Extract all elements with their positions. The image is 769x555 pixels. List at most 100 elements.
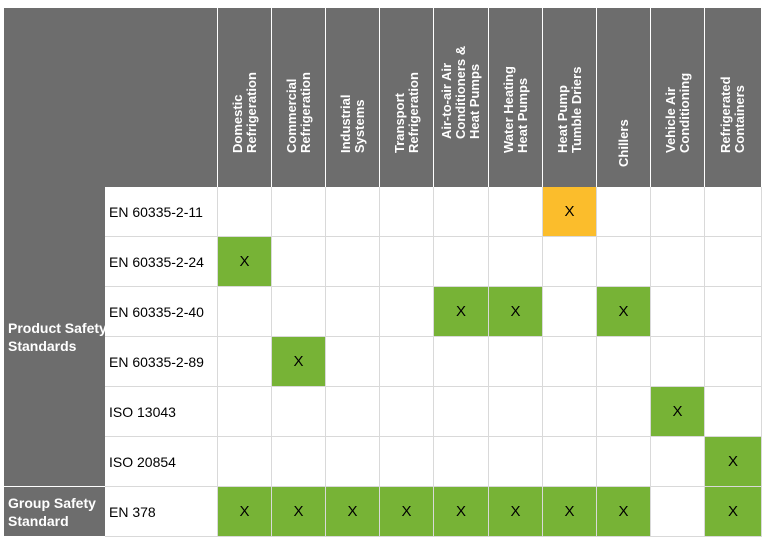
matrix-cell: X — [218, 237, 272, 287]
matrix-cell — [218, 437, 272, 487]
matrix-cell — [597, 337, 651, 387]
matrix-cell: X — [543, 487, 597, 537]
column-header-label: Refrigerated Containers — [718, 76, 747, 153]
matrix-cell: X — [218, 487, 272, 537]
standard-label: ISO 13043 — [105, 387, 218, 437]
column-header-label: Domestic Refrigeration — [229, 72, 259, 153]
matrix-cell — [272, 287, 326, 337]
column-header-label: Air-to-air Air Conditioners & Heat Pumps — [439, 45, 482, 139]
standard-label: EN 378 — [105, 487, 218, 537]
standard-label: EN 60335-2-11 — [105, 187, 218, 237]
matrix-cell — [489, 337, 543, 387]
matrix-cell — [272, 387, 326, 437]
matrix-cell — [597, 437, 651, 487]
matrix-cell: X — [489, 287, 543, 337]
matrix-cell — [326, 387, 380, 437]
column-header: Transport Refrigeration — [380, 8, 434, 187]
matrix-cell: X — [434, 487, 489, 537]
matrix-cell: X — [272, 487, 326, 537]
matrix-cell: X — [705, 437, 762, 487]
column-header: Industrial Systems — [326, 8, 380, 187]
matrix-cell — [218, 387, 272, 437]
matrix-cell — [651, 237, 705, 287]
matrix-cell — [218, 187, 272, 237]
matrix-cell — [380, 387, 434, 437]
matrix-cell: X — [597, 287, 651, 337]
matrix-cell: X — [326, 487, 380, 537]
matrix-cell — [434, 237, 489, 287]
column-header: Commercial Refrigeration — [272, 8, 326, 187]
matrix-cell — [705, 187, 762, 237]
matrix-cell — [489, 237, 543, 287]
group-label: Group Safety Standard — [4, 487, 105, 537]
matrix-cell — [543, 337, 597, 387]
matrix-cell — [380, 337, 434, 387]
matrix-cell — [651, 287, 705, 337]
matrix-cell — [489, 187, 543, 237]
matrix-cell — [434, 337, 489, 387]
matrix-cell — [489, 437, 543, 487]
matrix-cell — [380, 187, 434, 237]
matrix-cell: X — [705, 487, 762, 537]
matrix-cell: X — [543, 187, 597, 237]
matrix-cell — [705, 337, 762, 387]
matrix-cell — [705, 237, 762, 287]
matrix-cell — [543, 437, 597, 487]
column-header: Domestic Refrigeration — [218, 8, 272, 187]
column-header-label: Transport Refrigeration — [391, 72, 421, 153]
matrix-cell: X — [272, 337, 326, 387]
matrix-cell — [218, 287, 272, 337]
matrix-cell — [326, 337, 380, 387]
matrix-cell — [705, 287, 762, 337]
matrix-cell — [380, 287, 434, 337]
matrix-cell: X — [489, 487, 543, 537]
matrix-cell — [489, 387, 543, 437]
column-header-label: Heat Pump Tumble Driers — [554, 66, 584, 153]
matrix-cell — [434, 187, 489, 237]
column-header-label: Vehicle Air Conditioning — [662, 72, 692, 153]
column-header: Water Heating Heat Pumps — [489, 8, 543, 187]
matrix-cell — [597, 187, 651, 237]
matrix-cell — [272, 187, 326, 237]
matrix-cell — [597, 387, 651, 437]
matrix-cell — [651, 187, 705, 237]
matrix-cell — [543, 237, 597, 287]
column-header: Refrigerated Containers — [705, 8, 762, 187]
matrix-cell — [597, 237, 651, 287]
column-header: Heat Pump Tumble Driers — [543, 8, 597, 187]
matrix-cell — [651, 487, 705, 537]
matrix-cell — [326, 437, 380, 487]
column-header-label: Industrial Systems — [337, 94, 367, 153]
matrix-cell — [272, 237, 326, 287]
standard-label: EN 60335-2-89 — [105, 337, 218, 387]
column-header: Vehicle Air Conditioning — [651, 8, 705, 187]
matrix-cell: X — [651, 387, 705, 437]
column-header-label: Chillers — [615, 119, 631, 167]
matrix-cell — [326, 237, 380, 287]
group-label: Product Safety Standards — [4, 187, 107, 487]
matrix-cell — [543, 287, 597, 337]
matrix-cell — [380, 237, 434, 287]
standard-label: EN 60335-2-40 — [105, 287, 218, 337]
matrix-cell: X — [597, 487, 651, 537]
matrix-cell — [651, 337, 705, 387]
standard-label: EN 60335-2-24 — [105, 237, 218, 287]
column-header-label: Commercial Refrigeration — [283, 72, 313, 153]
matrix-cell — [434, 387, 489, 437]
matrix-cell — [218, 337, 272, 387]
matrix-cell — [326, 287, 380, 337]
standards-matrix: Domestic Refrigeration Commercial Refrige… — [4, 8, 762, 548]
matrix-cell — [380, 437, 434, 487]
matrix-cell: X — [434, 287, 489, 337]
matrix-cell — [434, 437, 489, 487]
matrix-cell — [705, 387, 762, 437]
column-header-label: Water Heating Heat Pumps — [500, 66, 530, 153]
matrix-cell — [543, 387, 597, 437]
matrix-cell — [651, 437, 705, 487]
standard-label: ISO 20854 — [105, 437, 218, 487]
matrix-cell — [272, 437, 326, 487]
matrix-cell: X — [380, 487, 434, 537]
matrix-cell — [326, 187, 380, 237]
column-header: Chillers — [597, 8, 651, 187]
header-corner — [4, 8, 218, 187]
